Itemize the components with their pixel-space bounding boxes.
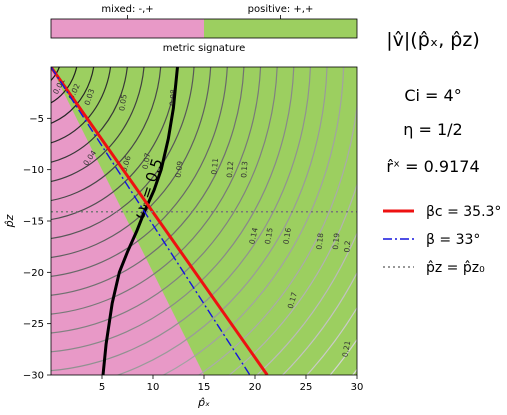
contour-line <box>228 182 357 375</box>
x-tick-label: 30 <box>351 382 364 393</box>
signature-bar: mixed: -,+ positive: +,+ metric signatur… <box>50 4 358 54</box>
signature-bar-frame <box>50 18 358 39</box>
contour-line <box>51 67 228 277</box>
contour-line <box>29 53 45 71</box>
contour-line <box>197 102 357 375</box>
contour-line <box>51 67 128 163</box>
signature-label-mixed: mixed: -,+ <box>101 4 153 15</box>
y-axis-label: p̂z <box>3 214 16 228</box>
contour-label: 0.09 <box>173 160 184 178</box>
signature-label-positive: positive: +,+ <box>248 4 314 15</box>
contour-line <box>51 67 95 124</box>
x-axis-label: p̂ₓ <box>197 396 210 409</box>
contour-line <box>51 67 195 240</box>
param-ci: Ci = 4° <box>404 86 461 105</box>
series-line-1 <box>51 67 251 375</box>
omega-curve <box>101 67 179 375</box>
param-eta: η = 1/2 <box>403 120 462 139</box>
contour-label: 0.07 <box>141 152 153 170</box>
y-tick-label: −30 <box>23 371 44 382</box>
contour-line <box>51 67 78 104</box>
signature-bar-title: metric signature <box>163 43 246 54</box>
contour-line <box>51 67 145 182</box>
contour-line <box>51 67 60 82</box>
contour-label: 0.15 <box>263 227 275 245</box>
signature-segment-mixed <box>51 19 204 38</box>
contour-line <box>51 67 311 372</box>
contour-label: 0.05 <box>117 93 128 111</box>
contour-label: 0.21 <box>340 340 352 358</box>
series-lines <box>51 67 357 375</box>
contour-label: 0.14 <box>247 227 259 245</box>
x-tick-label: 20 <box>249 382 262 393</box>
contour-label: 0.16 <box>281 227 293 245</box>
contour-line <box>162 67 345 375</box>
legend-label-beta-c: βc = 35.3° <box>426 204 501 220</box>
axis-ticks: 5 10 15 20 25 30 −5 −10 −15 −20 −25 −30 <box>23 114 363 393</box>
contour-line <box>51 67 278 334</box>
contour-label: 0.2 <box>342 240 352 253</box>
contour-line <box>306 306 357 375</box>
x-tick-label: 5 <box>99 382 105 393</box>
legend-label-pz0: p̂z = p̂z₀ <box>426 260 485 276</box>
x-tick-label: 25 <box>300 382 313 393</box>
contour-label: 0.17 <box>286 291 299 310</box>
chart-title: |v̂|(p̂ₓ, p̂z) <box>386 29 479 51</box>
contour-label: 0.11 <box>209 157 220 175</box>
contour-line <box>51 67 245 296</box>
y-tick-label: −20 <box>23 268 44 279</box>
param-rx: r̂ˣ = 0.9174 <box>386 157 479 176</box>
y-tick-label: −5 <box>29 114 44 125</box>
signature-segment-positive <box>204 19 357 38</box>
contour-label: 0.19 <box>331 232 341 250</box>
legend: βc = 35.3° β = 33° p̂z = p̂z₀ <box>383 204 501 276</box>
y-tick-label: −15 <box>23 217 44 228</box>
legend-label-beta: β = 33° <box>426 232 480 248</box>
series-line-0 <box>51 67 269 375</box>
y-tick-label: −25 <box>23 319 44 330</box>
contour-line <box>116 67 328 375</box>
contour-line <box>51 67 212 259</box>
plot-area: 0.01 0.02 0.030.040.050.06 0.070.080.09 0.11… <box>29 53 357 375</box>
contour-label: 0.13 <box>239 161 249 179</box>
contour-line <box>255 231 357 375</box>
x-tick-label: 15 <box>198 382 211 393</box>
y-tick-label: −10 <box>23 165 44 176</box>
contour-label: 0.18 <box>314 232 325 250</box>
contour-label: 0.12 <box>225 161 235 179</box>
contour-line <box>51 67 262 315</box>
contour-line <box>281 271 357 375</box>
region-mixed <box>51 67 204 375</box>
contour-line <box>51 67 162 202</box>
contour-line <box>51 67 295 353</box>
x-tick-label: 10 <box>147 382 160 393</box>
